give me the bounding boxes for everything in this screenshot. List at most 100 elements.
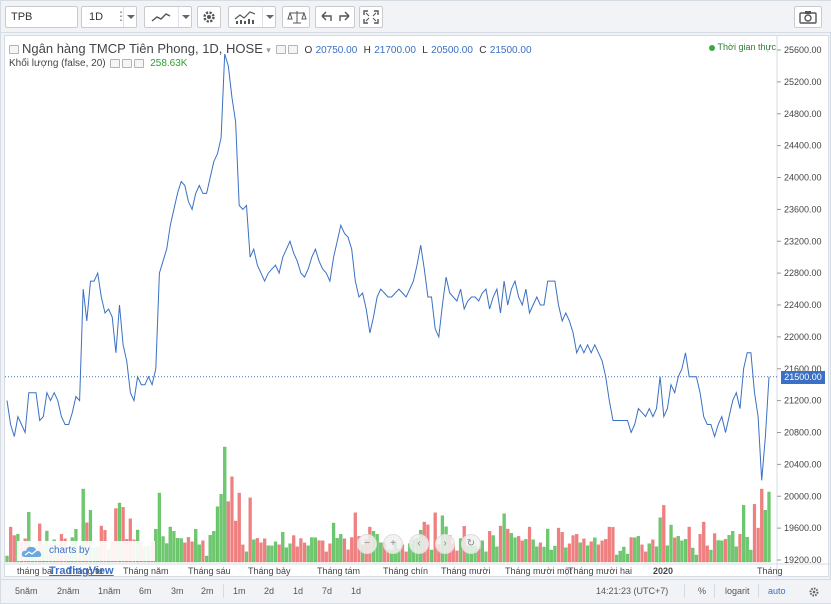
- settings-icon[interactable]: [122, 58, 133, 68]
- volume-bar: [702, 521, 706, 563]
- range-6m[interactable]: 6m: [139, 586, 152, 596]
- volume-bar: [121, 507, 125, 563]
- undo-icon[interactable]: [318, 9, 334, 25]
- volume-bar: [498, 525, 503, 563]
- y-tick-label: 19200.00: [784, 555, 822, 565]
- volume-bar: [596, 544, 601, 563]
- settings-icon[interactable]: [808, 586, 820, 598]
- volume-bar: [219, 494, 223, 563]
- clock-label[interactable]: 14:21:23 (UTC+7): [596, 586, 669, 596]
- price-chart[interactable]: 25600.00 25200.00 24800.00 24400.00 24000.00…: [5, 36, 830, 578]
- volume-bar: [585, 545, 590, 563]
- reset-icon[interactable]: ↻: [461, 534, 481, 554]
- range-2m[interactable]: 2m: [201, 586, 214, 596]
- y-tick-label: 22400.00: [784, 300, 822, 310]
- y-tick-label: 23600.00: [784, 204, 822, 214]
- y-tick-label: 21600.00: [784, 364, 822, 374]
- volume-bar: [524, 539, 528, 563]
- volume-bar: [233, 520, 238, 563]
- volume-bar: [694, 554, 699, 563]
- compare-button[interactable]: [282, 6, 310, 28]
- volume-bar: [495, 546, 499, 563]
- series-legend: Ngân hàng TMCP Tiên Phong, 1D, HOSE ▾ O …: [9, 41, 532, 56]
- volume-bar: [520, 540, 524, 563]
- scroll-left-icon[interactable]: ‹: [409, 534, 429, 554]
- range-3m[interactable]: 3m: [171, 586, 184, 596]
- settings-button[interactable]: [197, 6, 221, 28]
- gear-icon: [203, 11, 215, 23]
- range-2d[interactable]: 2d: [264, 586, 275, 596]
- volume-bar: [186, 537, 191, 563]
- volume-bar: [277, 544, 281, 563]
- volume-bar: [183, 542, 187, 563]
- volume-bar: [248, 497, 252, 563]
- price-series-line[interactable]: [6, 53, 770, 481]
- range-1d-b[interactable]: 1d: [351, 586, 362, 596]
- interval-value: 1D: [89, 11, 104, 23]
- redo-icon[interactable]: [337, 9, 353, 25]
- divider: [684, 584, 685, 598]
- y-tick-label: 23200.00: [784, 236, 822, 246]
- volume-bar: [321, 540, 325, 563]
- close-value: 21500.00: [489, 45, 532, 56]
- y-tick-label: 21200.00: [784, 396, 822, 406]
- chart-pane[interactable]: 25600.00 25200.00 24800.00 24400.00 24000.00…: [4, 35, 830, 578]
- percent-toggle[interactable]: %: [698, 586, 707, 596]
- volume-bar: [12, 535, 16, 563]
- volume-bar: [658, 517, 662, 563]
- range-1m[interactable]: 1m: [233, 586, 246, 596]
- eye-icon[interactable]: [276, 45, 287, 55]
- chart-style-button[interactable]: [144, 6, 192, 28]
- volume-bar: [310, 537, 314, 563]
- zoom-out-icon[interactable]: −: [357, 534, 377, 554]
- symbol-search-input[interactable]: TPB: [5, 6, 78, 28]
- chevron-down-icon[interactable]: [123, 7, 137, 27]
- auto-toggle[interactable]: auto: [768, 586, 786, 596]
- volume-bar: [614, 554, 619, 563]
- volume-bar: [647, 543, 651, 563]
- chevron-down-icon[interactable]: [178, 7, 192, 27]
- scroll-right-icon[interactable]: ›: [435, 534, 455, 554]
- range-1y[interactable]: 1năm: [98, 586, 121, 596]
- x-tick-label: Tháng tám: [317, 566, 360, 576]
- volume-bar: [578, 542, 582, 563]
- volume-bar: [564, 547, 568, 563]
- collapse-icon[interactable]: [9, 45, 19, 55]
- eye-icon[interactable]: [110, 58, 121, 68]
- range-5y[interactable]: 5năm: [15, 586, 38, 596]
- bottom-toolbar: 5năm 2năm 1năm 6m 3m 2m 1m 2d 1d 7d 1d 1…: [1, 579, 831, 603]
- fullscreen-button[interactable]: [359, 6, 383, 28]
- tradingview-watermark[interactable]: charts by TradingView: [17, 541, 155, 577]
- volume-bar: [226, 501, 230, 563]
- volume-bar: [665, 545, 670, 563]
- volume-bar: [535, 546, 539, 563]
- volume-value: 258.63K: [150, 58, 188, 69]
- chevron-down-icon[interactable]: ▾: [266, 45, 271, 55]
- volume-bar: [201, 540, 205, 563]
- range-7d[interactable]: 7d: [322, 586, 333, 596]
- settings-icon[interactable]: [288, 45, 299, 55]
- log-toggle[interactable]: logarit: [725, 586, 750, 596]
- range-1d[interactable]: 1d: [293, 586, 304, 596]
- volume-bar: [273, 541, 278, 563]
- watermark-prefix: charts by: [49, 545, 90, 556]
- volume-bar: [662, 505, 666, 563]
- chevron-down-icon[interactable]: [262, 7, 276, 27]
- volume-bar: [509, 533, 513, 563]
- range-2y[interactable]: 2năm: [57, 586, 80, 596]
- volume-bar: [429, 549, 434, 563]
- indicators-button[interactable]: [228, 6, 276, 28]
- low-label: L: [422, 45, 428, 56]
- close-icon[interactable]: [134, 58, 145, 68]
- volume-bar: [640, 544, 644, 563]
- volume-bar: [208, 535, 212, 563]
- volume-bar: [241, 544, 245, 563]
- volume-bar: [335, 538, 339, 563]
- volume-bar: [212, 531, 216, 563]
- interval-selector[interactable]: 1D ⋮: [81, 6, 137, 28]
- zoom-in-icon[interactable]: +: [383, 534, 403, 554]
- volume-bar: [651, 539, 655, 563]
- volume-bar: [299, 538, 303, 563]
- y-tick-label: 25600.00: [784, 45, 822, 55]
- snapshot-button[interactable]: [794, 6, 822, 28]
